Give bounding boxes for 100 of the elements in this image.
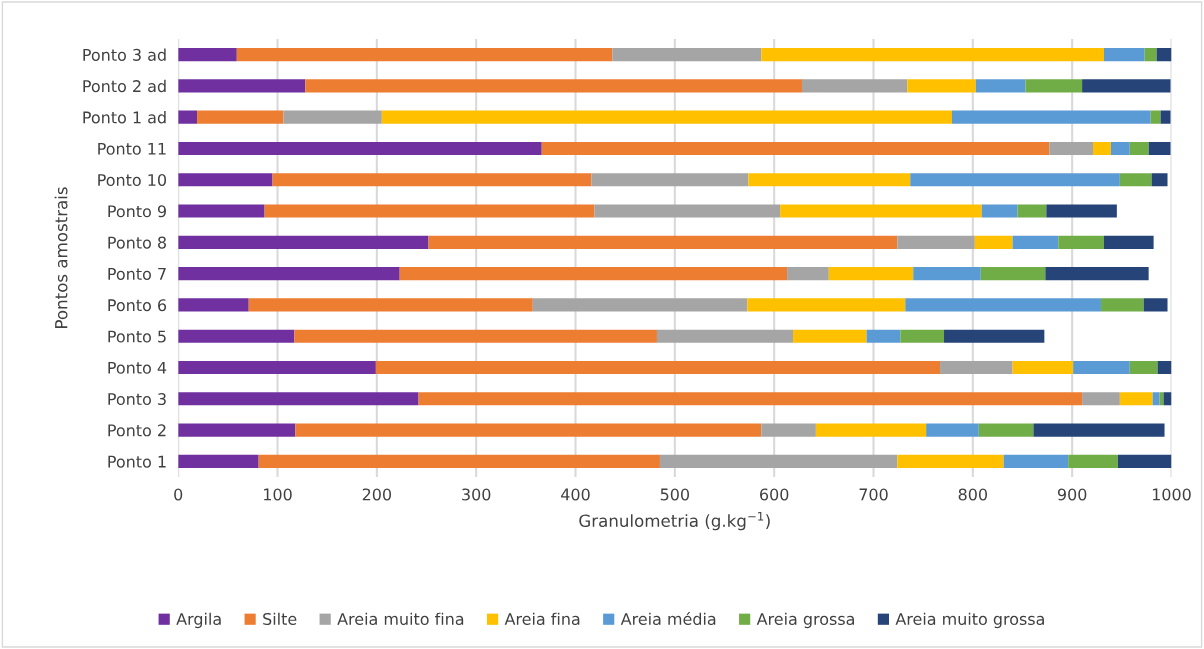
y-tick-label: Ponto 1 ad xyxy=(83,111,166,124)
bar xyxy=(272,173,592,187)
y-tick-label: Ponto 10 xyxy=(98,173,167,187)
bar xyxy=(1082,392,1120,406)
bar xyxy=(178,360,376,375)
y-tick-label: Ponto 11 xyxy=(98,142,166,155)
bar xyxy=(926,423,979,437)
legend-label: Areia grossa xyxy=(756,612,854,629)
y-tick-label: Ponto 4 xyxy=(108,361,167,374)
bar xyxy=(418,392,1083,406)
y-tick-label: Ponto 6 xyxy=(108,299,167,312)
bar xyxy=(1012,235,1059,249)
bar xyxy=(761,48,1104,62)
bar xyxy=(1151,173,1168,187)
bar xyxy=(1033,423,1165,437)
bar xyxy=(780,204,982,218)
bar xyxy=(283,110,382,124)
bar xyxy=(258,454,660,468)
y-tick-label: Ponto 5 xyxy=(108,330,166,343)
bar xyxy=(178,267,400,281)
bar xyxy=(1100,298,1144,312)
bar xyxy=(1148,141,1171,156)
bar xyxy=(541,141,1050,156)
bar xyxy=(1129,360,1158,375)
y-tick-label: Ponto 9 xyxy=(108,205,166,218)
bar xyxy=(375,360,941,375)
legend-label: Silte xyxy=(263,612,297,626)
bar xyxy=(178,79,306,93)
y-tick-label: Ponto 2 xyxy=(108,424,166,437)
bar xyxy=(981,204,1018,218)
bar xyxy=(975,79,1026,93)
bar xyxy=(828,267,914,281)
x-tick-label: 200 xyxy=(362,488,392,501)
bar xyxy=(178,329,295,343)
legend-label: Areia fina xyxy=(504,612,580,626)
bar xyxy=(1150,110,1161,124)
y-axis-title: Pontos amostrais xyxy=(54,187,68,328)
bar xyxy=(761,423,816,437)
bar xyxy=(801,79,908,93)
bar xyxy=(974,235,1013,249)
bar xyxy=(305,79,802,93)
bar xyxy=(197,110,284,124)
bar xyxy=(178,204,265,218)
bar xyxy=(1058,235,1104,249)
legend-label: Areia média xyxy=(620,612,716,626)
bar xyxy=(428,235,898,249)
y-tick-label: Ponto 1 xyxy=(108,455,166,468)
bar xyxy=(978,423,1034,437)
x-tick-label: 700 xyxy=(859,488,888,501)
x-tick-label: 400 xyxy=(561,488,590,501)
bar xyxy=(748,173,911,187)
bar xyxy=(612,48,762,62)
bar xyxy=(1152,392,1160,406)
bar xyxy=(178,423,296,437)
bar xyxy=(747,298,906,312)
bar xyxy=(1143,298,1168,312)
bar xyxy=(248,298,533,312)
bar xyxy=(178,392,419,406)
bar xyxy=(178,110,198,124)
bar xyxy=(1073,360,1130,375)
bar xyxy=(1156,48,1172,62)
bar xyxy=(913,267,981,281)
bar xyxy=(980,267,1046,281)
bar xyxy=(1103,235,1154,249)
bar xyxy=(905,298,1101,312)
bar xyxy=(910,173,1120,187)
bar xyxy=(1117,454,1172,468)
bar xyxy=(178,235,429,249)
bar xyxy=(294,329,657,343)
bar xyxy=(594,204,781,218)
bar xyxy=(1119,392,1153,406)
bar xyxy=(1157,360,1172,375)
bar xyxy=(1119,173,1152,187)
bar xyxy=(532,298,748,312)
x-tick-label: 900 xyxy=(1057,488,1087,501)
bar xyxy=(907,79,976,93)
legend-label: Areia muito fina xyxy=(337,612,464,626)
x-tick-label: 500 xyxy=(660,488,690,501)
bar xyxy=(1129,141,1149,156)
bar xyxy=(295,423,762,437)
bar xyxy=(1046,204,1117,218)
bar xyxy=(866,329,901,343)
bar xyxy=(1045,267,1149,281)
bar xyxy=(815,423,927,437)
bar xyxy=(264,204,595,218)
bar xyxy=(591,173,749,187)
bar xyxy=(1159,392,1164,406)
bar xyxy=(1103,48,1145,62)
legend-label: Argila xyxy=(176,612,221,629)
y-tick-label: Ponto 3 ad xyxy=(83,48,166,61)
bar xyxy=(1144,48,1157,62)
bar xyxy=(178,141,542,156)
bar xyxy=(1110,141,1130,156)
bar xyxy=(656,329,794,343)
bar xyxy=(900,329,945,343)
bar xyxy=(787,267,829,281)
bar xyxy=(951,110,1151,124)
x-tick-label: 800 xyxy=(958,488,988,501)
bar xyxy=(178,173,273,187)
y-tick-label: Ponto 7 xyxy=(108,268,166,280)
